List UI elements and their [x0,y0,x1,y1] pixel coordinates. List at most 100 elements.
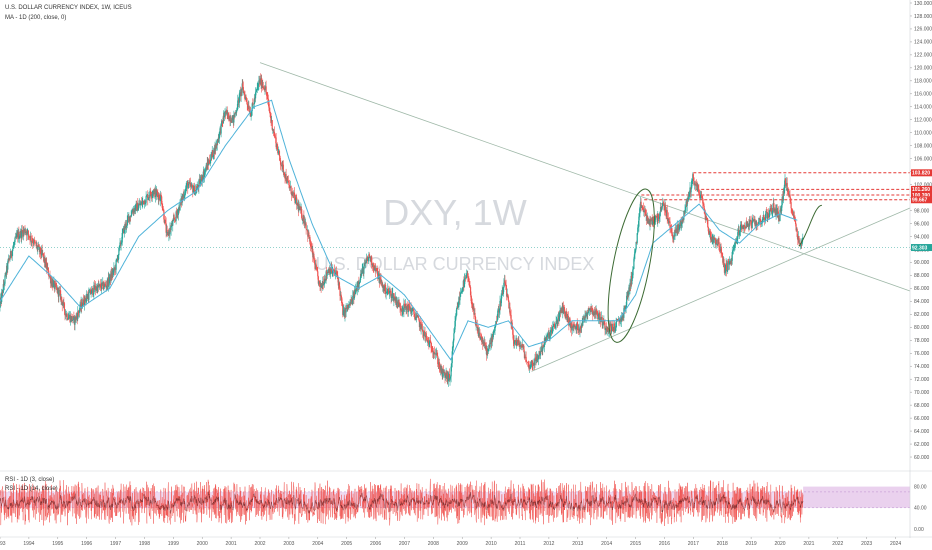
moving-average-line[interactable] [0,99,798,361]
candle-body [368,254,371,258]
candle-body [268,107,271,112]
candle-body [192,190,194,193]
candle-body [590,308,592,313]
rsi-indicator-label[interactable]: RSI - 1D (3, close) [5,477,54,483]
candle-body [121,242,123,244]
candle-body [267,97,269,99]
price-tick-label: 86.000 [914,286,930,292]
candle-body [308,232,310,239]
time-tick-label: 2001 [226,541,237,547]
candle-body [632,268,634,270]
candle-body [134,204,137,211]
candle-body [316,268,318,270]
rsi-ma-indicator-label[interactable]: RSI - 1D (14, close) [5,486,58,492]
candle-body [221,120,223,124]
annotation-projection-curve[interactable] [798,204,823,247]
candle-body [407,303,409,313]
candle-body [626,295,628,306]
candle-body [544,338,547,343]
candle-body [35,242,37,247]
candle-body [388,292,391,294]
candle-body [208,160,210,166]
candle-body [380,279,382,283]
price-tick-label: 68.000 [914,403,930,409]
price-pane[interactable] [0,62,911,387]
candle-body [787,189,789,195]
candle-body [379,277,381,284]
time-tick-label: 1999 [168,541,179,547]
candle-body [638,216,640,227]
candle-body [391,293,393,298]
candle-body [691,179,693,181]
candle-body [456,308,458,316]
candle-body [251,111,253,116]
candle-body [161,196,163,205]
price-tick-label: 112.000 [914,118,932,124]
rsi-ma-line[interactable] [0,491,804,514]
candle-body [329,268,331,275]
candle-body [156,191,158,196]
candle-body [678,226,681,230]
candle-body [351,299,353,301]
candle-body [453,329,456,334]
candle-body [546,335,548,341]
candle-body [801,243,803,245]
candle-body [600,318,602,322]
candle-body [765,211,767,214]
candle-body [640,201,642,208]
candle-body [361,268,363,274]
candle-body [34,241,36,243]
candle-body [641,206,643,208]
candle-body [423,331,425,336]
candle-body [94,285,97,290]
candle-body [209,159,212,164]
candle-body [39,247,42,254]
candle-body [288,182,290,186]
candle-body [103,283,106,288]
resistance-price-badge [911,185,932,193]
candle-body [18,236,21,239]
candle-body [12,245,14,249]
candle-body [553,323,556,328]
candle-body [127,217,129,221]
candle-body [386,291,388,292]
price-tick-label: 98.000 [914,208,930,214]
candle-body [49,276,52,284]
candle-body [275,137,277,148]
candle-body [466,273,468,278]
candle-body [771,211,773,213]
resistance-price-label: 103.820 [912,171,930,177]
candle-body [326,272,328,276]
candle-body [84,296,86,301]
rsi-line[interactable] [0,478,804,527]
candle-body [538,354,540,357]
candle-body [537,359,539,360]
candle-body [755,220,757,226]
time-tick-label: 2012 [543,541,554,547]
annotation-ellipse[interactable] [599,186,664,346]
candle-body [230,120,232,123]
candle-body [714,237,716,239]
candle-body [463,278,466,288]
candle-body [170,226,172,231]
candle-body [401,311,403,312]
trendline-1[interactable] [259,62,911,292]
price-tick-label: 96.000 [914,221,930,227]
candle-body [147,197,149,200]
candle-body [172,221,174,226]
candle-body [738,231,741,235]
candle-body [724,272,726,274]
candle-body [675,229,677,233]
rsi-pane[interactable] [0,478,910,527]
candle-body [781,196,783,206]
ma-indicator-label[interactable]: MA - 1D (200, close, 0) [5,15,66,21]
candle-body [77,311,79,320]
candle-body [408,303,410,306]
candle-body [256,89,258,92]
candle-body [187,182,189,189]
candle-body [487,348,489,352]
time-tick-label: 2003 [283,541,294,547]
candle-body [572,326,574,328]
trendline-2[interactable] [531,207,911,372]
